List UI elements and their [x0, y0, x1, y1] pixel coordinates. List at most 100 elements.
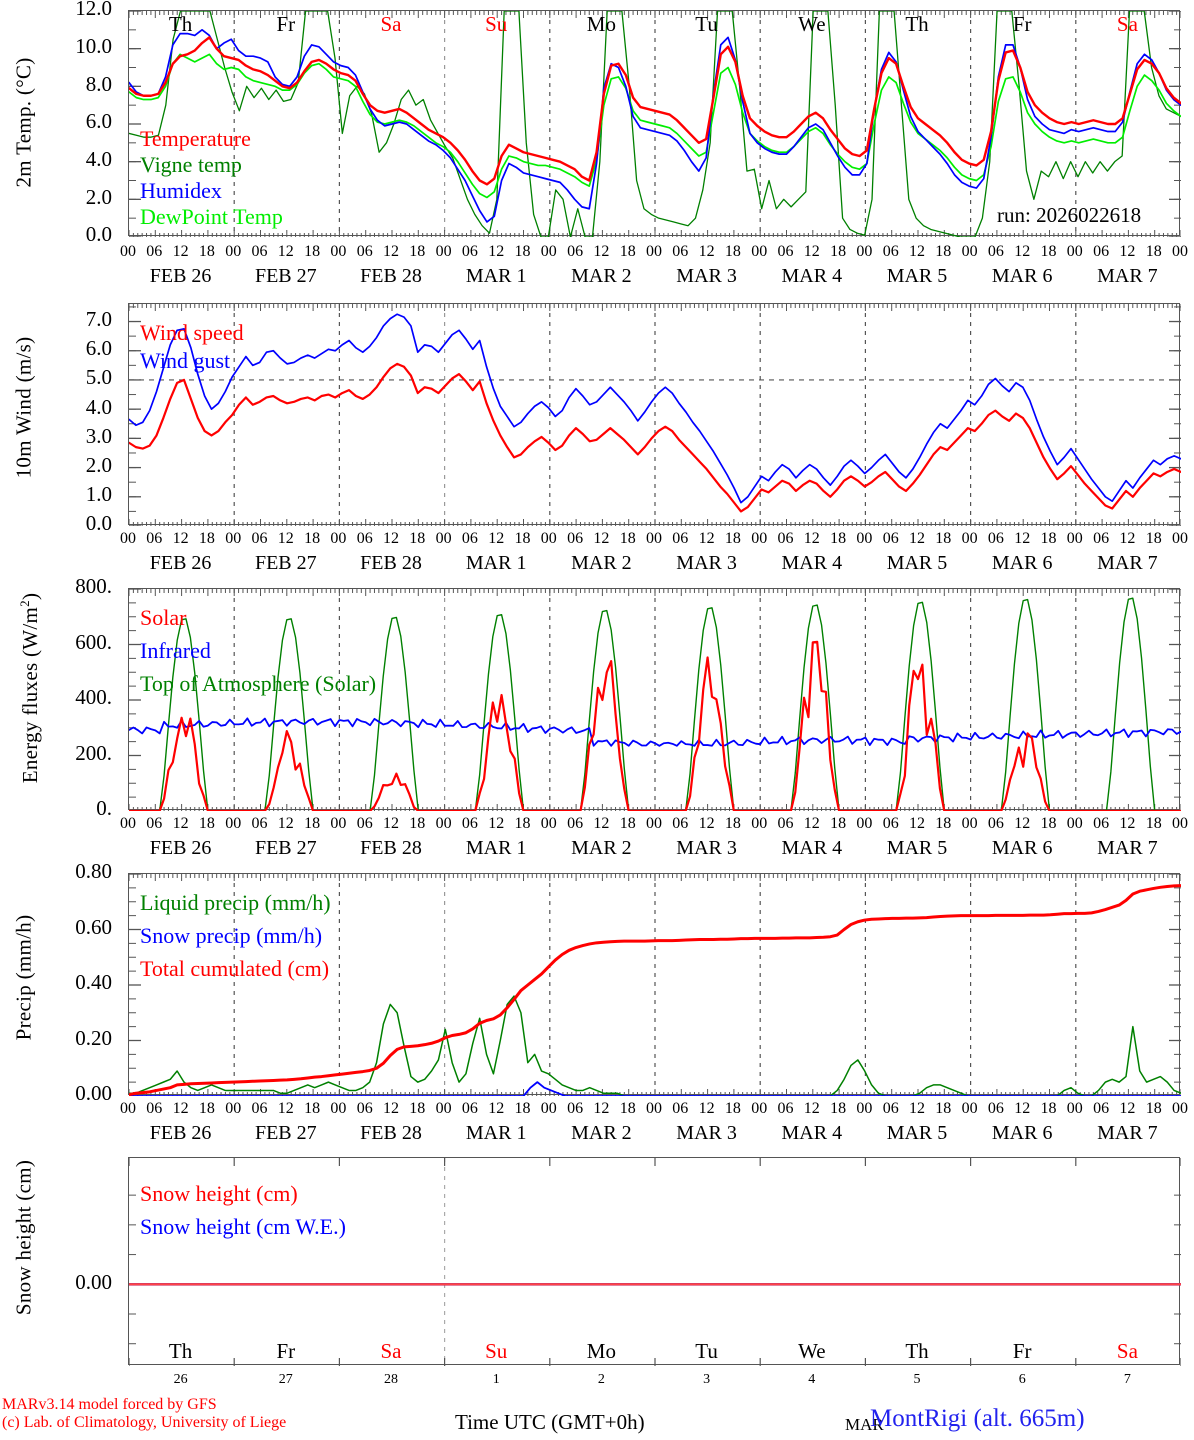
x-tick-hour: 18 — [198, 1100, 215, 1117]
x-tick-hour: 18 — [1040, 1100, 1057, 1117]
x-tick-date: MAR 5 — [886, 837, 948, 859]
x-tick-hour: 00 — [1066, 1100, 1083, 1117]
legend-entry: Wind gust — [140, 348, 231, 373]
x-tick-hour: 18 — [619, 243, 636, 260]
y-tick-label: 0.20 — [75, 1025, 112, 1050]
x-tick-hour: 00 — [1066, 815, 1083, 832]
x-tick-hour: 18 — [830, 530, 847, 547]
day-name-label: Tu — [695, 12, 718, 36]
x-tick-hour: 18 — [724, 243, 741, 260]
x-tick-hour: 06 — [987, 815, 1004, 832]
x-tick-date: MAR 5 — [886, 552, 948, 574]
x-tick-hour: 00 — [225, 243, 242, 260]
x-tick-date: MAR 3 — [676, 1122, 737, 1144]
x-tick-date: MAR 6 — [991, 1122, 1053, 1144]
x-tick-hour: 00 — [961, 1100, 978, 1117]
x-tick-hour: 12 — [488, 1100, 505, 1117]
y-tick-label: 6.0 — [85, 336, 112, 361]
x-tick-hour: 06 — [672, 815, 689, 832]
x-tick-hour: 06 — [567, 815, 584, 832]
day-name-label: Sa — [1116, 12, 1138, 36]
x-tick-date: FEB 27 — [254, 552, 317, 574]
day-name-label: We — [798, 1339, 826, 1363]
x-tick-hour: 12 — [698, 1100, 715, 1117]
panel-precip: Precip (mm/h) 0.00 0.20 0.40 0.60 0.80 Liqui… — [0, 860, 1194, 1145]
x-tick-hour: 00 — [435, 815, 452, 832]
x-tick-hour: 12 — [488, 243, 505, 260]
time-axis-title: Time UTC (GMT+0h) — [455, 1410, 645, 1434]
y-tick-label: 0. — [96, 796, 112, 821]
x-tick-hour: 06 — [146, 1100, 163, 1117]
x-tick-hour: 00 — [1172, 815, 1188, 832]
x-tick-date: MAR 6 — [991, 552, 1053, 574]
x-tick-hour: 18 — [935, 243, 952, 260]
day-number-label: 4 — [808, 1372, 816, 1387]
x-tick-date: FEB 28 — [360, 837, 422, 859]
x-tick-date: MAR 6 — [991, 265, 1053, 287]
x-tick-hour: 18 — [1145, 1100, 1162, 1117]
precip-plot-area — [128, 873, 1181, 1096]
x-tick-date: FEB 26 — [149, 265, 212, 287]
day-number-label: 7 — [1123, 1372, 1131, 1387]
x-tick-hour: 12 — [698, 815, 715, 832]
legend-entry: Humidex — [140, 178, 222, 203]
y-tick-label: 7.0 — [85, 306, 112, 331]
x-tick-hour: 12 — [172, 815, 189, 832]
x-tick-hour: 06 — [987, 530, 1004, 547]
x-tick-hour: 00 — [540, 530, 557, 547]
panel-temperature: 2m Temp. (°C) run: 2026022618 0.0 2.0 4.0 6… — [0, 0, 1194, 290]
x-tick-hour: 06 — [461, 530, 478, 547]
x-tick-hour: 06 — [567, 243, 584, 260]
x-tick-hour: 06 — [1093, 1100, 1110, 1117]
x-tick-hour: 06 — [672, 1100, 689, 1117]
x-tick-hour: 00 — [856, 815, 873, 832]
day-number-label: 5 — [913, 1372, 921, 1387]
x-tick-hour: 06 — [146, 815, 163, 832]
x-tick-hour: 00 — [120, 243, 136, 260]
x-tick-hour: 12 — [1119, 243, 1136, 260]
x-tick-hour: 18 — [304, 1100, 321, 1117]
x-tick-hour: 00 — [751, 243, 768, 260]
x-tick-hour: 18 — [1040, 243, 1057, 260]
y-tick-label: 0.00 — [75, 1081, 112, 1106]
x-tick-hour: 12 — [383, 815, 399, 832]
y-tick-label: 2.0 — [85, 453, 112, 478]
legend-entry: Vigne temp — [140, 152, 242, 177]
x-tick-date: FEB 28 — [360, 265, 422, 287]
x-tick-hour: 18 — [514, 815, 531, 832]
y-tick-label: 12.0 — [75, 0, 112, 21]
x-tick-hour: 18 — [304, 243, 321, 260]
x-tick-hour: 06 — [1093, 530, 1110, 547]
x-tick-hour: 12 — [383, 530, 399, 547]
x-tick-date: MAR 1 — [465, 265, 527, 287]
x-tick-hour: 00 — [856, 530, 873, 547]
x-tick-hour: 18 — [1145, 243, 1162, 260]
x-tick-hour: 06 — [777, 243, 794, 260]
x-tick-hour: 06 — [777, 815, 794, 832]
x-tick-hour: 18 — [1145, 530, 1162, 547]
x-tick-date: FEB 28 — [360, 1122, 422, 1144]
x-tick-hour: 00 — [330, 815, 347, 832]
day-number-label: 27 — [278, 1372, 293, 1387]
x-tick-hour: 06 — [461, 1100, 478, 1117]
x-tick-hour: 12 — [277, 530, 294, 547]
x-tick-hour: 00 — [540, 1100, 557, 1117]
x-tick-hour: 00 — [646, 243, 662, 260]
month-label: MAR — [845, 1415, 884, 1434]
x-tick-hour: 00 — [540, 243, 557, 260]
x-tick-hour: 06 — [777, 530, 794, 547]
x-tick-hour: 12 — [1014, 815, 1031, 832]
x-tick-hour: 12 — [1119, 530, 1136, 547]
legend-entry: Total cumulated (cm) — [140, 956, 330, 981]
x-tick-date: MAR 7 — [1097, 1122, 1158, 1144]
day-name-label: Tu — [695, 1339, 718, 1363]
x-tick-hour: 12 — [1014, 530, 1031, 547]
x-tick-hour: 18 — [830, 243, 847, 260]
x-tick-hour: 18 — [724, 815, 741, 832]
snow-plot-area — [128, 1157, 1181, 1366]
x-tick-date: MAR 2 — [571, 1122, 632, 1144]
snow-y-axis-label: Snow height (cm) — [11, 1159, 36, 1316]
x-tick-hour: 00 — [961, 815, 978, 832]
x-tick-hour: 06 — [1093, 243, 1110, 260]
x-tick-hour: 12 — [909, 243, 925, 260]
